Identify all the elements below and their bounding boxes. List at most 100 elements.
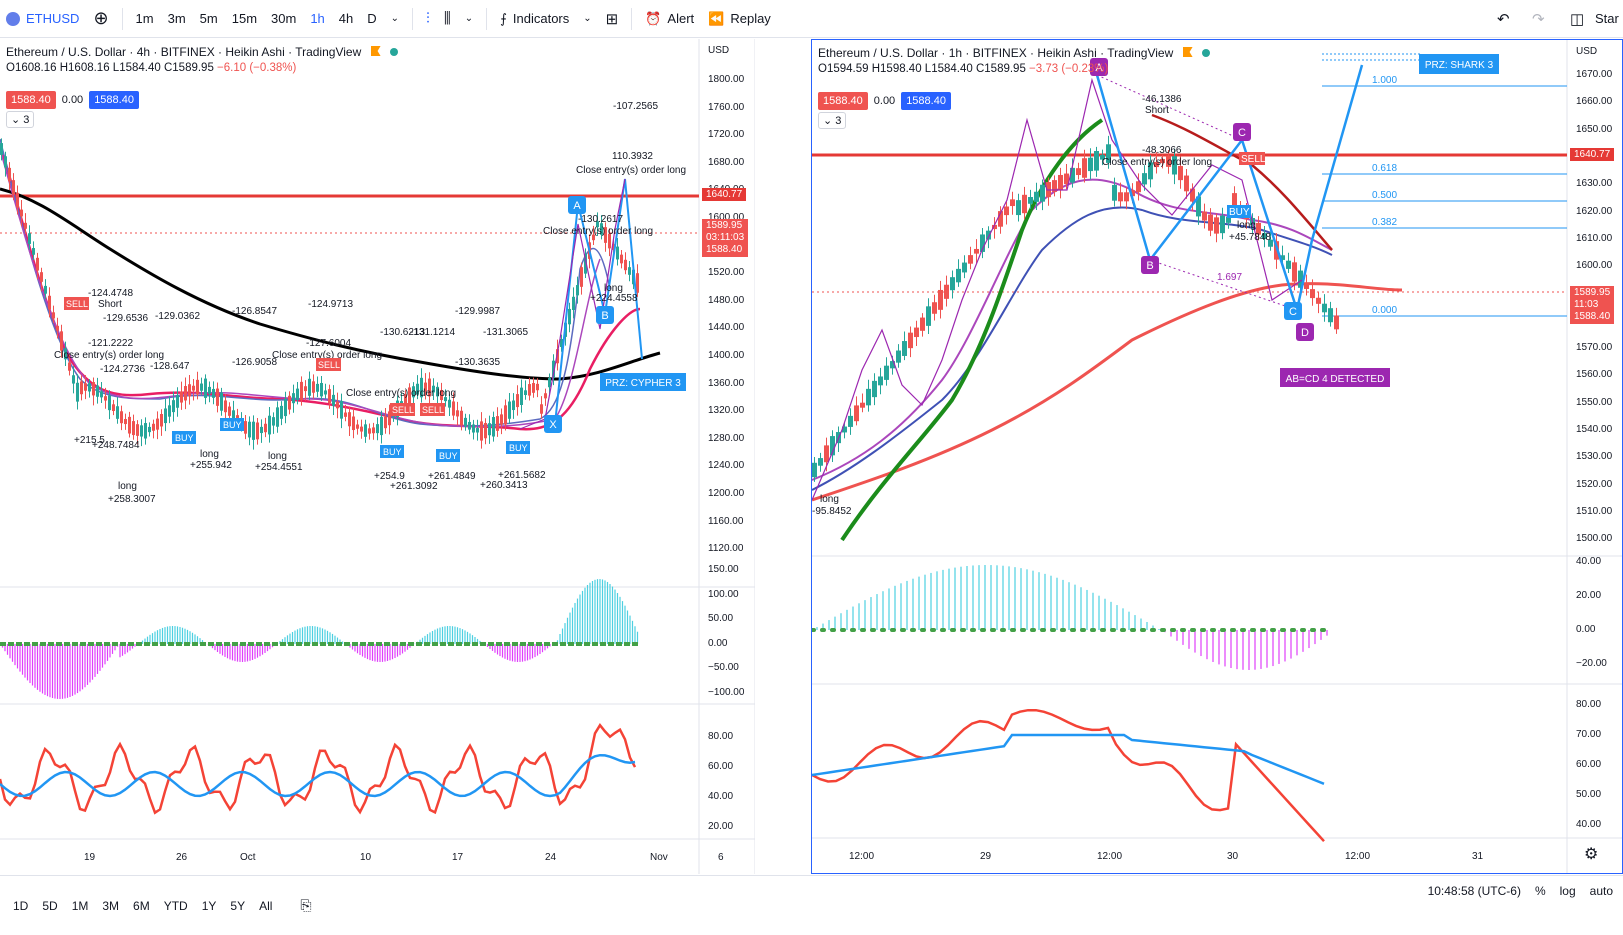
svg-text:+258.3007: +258.3007 bbox=[108, 494, 156, 505]
replay-button[interactable]: ⏪ Replay bbox=[701, 0, 778, 38]
timeframe-4h[interactable]: 4h bbox=[338, 11, 354, 26]
left-chart-pane[interactable]: A B X PRZ: CYPHER 3 -124.4748 Short -129… bbox=[0, 39, 755, 874]
compare-add-button[interactable]: ⊕ bbox=[93, 8, 109, 28]
candle-body bbox=[340, 401, 343, 419]
left-price-axis[interactable]: USD 1800.001760.001720.001680.001640.001… bbox=[700, 39, 755, 839]
buy-price-button[interactable]: 1588.40 bbox=[89, 91, 139, 109]
price-tick-label: 1540.00 bbox=[1576, 423, 1613, 435]
range-1y[interactable]: 1Y bbox=[201, 898, 217, 913]
svg-text:BUY: BUY bbox=[175, 433, 194, 443]
start-button[interactable]: Star bbox=[1595, 11, 1619, 26]
candle-body bbox=[1292, 262, 1297, 282]
candle-body bbox=[950, 277, 955, 291]
sell-price-button[interactable]: 1588.40 bbox=[818, 92, 868, 110]
candle-body bbox=[452, 401, 455, 416]
right-price-axis[interactable]: USD 1670.001660.001650.001640.001630.001… bbox=[1568, 40, 1623, 838]
candle-body bbox=[416, 383, 419, 395]
candle-body bbox=[36, 257, 39, 271]
settings-gear-icon[interactable]: ⚙ bbox=[1584, 846, 1599, 863]
range-1d[interactable]: 1D bbox=[13, 898, 29, 913]
range-all[interactable]: All bbox=[259, 898, 273, 913]
fibonacci-levels: 1.000 0.618 0.500 0.382 0.000 bbox=[1322, 53, 1567, 317]
percent-toggle[interactable]: % bbox=[1534, 884, 1546, 898]
range-5y[interactable]: 5Y bbox=[230, 898, 246, 913]
right-chart-canvas[interactable]: 1.000 0.618 0.500 0.382 0.000 1.697 A B … bbox=[812, 40, 1622, 873]
svg-text:0.500: 0.500 bbox=[1372, 190, 1397, 201]
left-chart-canvas[interactable]: A B X PRZ: CYPHER 3 -124.4748 Short -129… bbox=[0, 39, 755, 874]
date-range-icon[interactable]: ⎘ bbox=[300, 897, 312, 913]
undo-icon[interactable]: ↶ bbox=[1497, 10, 1510, 28]
right-chart-pane[interactable]: 1.000 0.618 0.500 0.382 0.000 1.697 A B … bbox=[811, 39, 1623, 874]
chevron-down-icon[interactable]: ⌄ bbox=[583, 13, 592, 24]
candle-body bbox=[384, 416, 387, 429]
candle-body bbox=[180, 391, 183, 403]
candle-body bbox=[76, 382, 79, 402]
indicator-collapse-button[interactable]: ⌄ 3 bbox=[6, 111, 35, 128]
candle-body bbox=[536, 383, 539, 391]
layout-split-icon[interactable]: ◫ bbox=[1570, 10, 1585, 28]
candle-body bbox=[356, 424, 359, 429]
candle-body bbox=[1118, 192, 1123, 202]
left-time-axis[interactable]: 19 26 Oct 10 17 24 Nov 6 bbox=[0, 844, 724, 874]
timeframe-1h[interactable]: 1h bbox=[310, 11, 325, 26]
timeframe-3m[interactable]: 3m bbox=[167, 11, 186, 26]
indicators-button[interactable]: ⨍ Indicators bbox=[493, 0, 576, 38]
candle-body bbox=[902, 341, 907, 356]
candle-body bbox=[4, 156, 7, 168]
range-6m[interactable]: 6M bbox=[133, 898, 150, 913]
svg-text:+260.3413: +260.3413 bbox=[480, 480, 528, 491]
svg-text:-126.9058: -126.9058 bbox=[232, 357, 277, 368]
timeframe-30m[interactable]: 30m bbox=[271, 11, 297, 26]
auto-toggle[interactable]: auto bbox=[1589, 884, 1613, 898]
svg-text:AB=CD 4 DETECTED: AB=CD 4 DETECTED bbox=[1286, 374, 1385, 385]
candle-body bbox=[156, 418, 159, 430]
candle-body bbox=[368, 428, 371, 434]
timeframe-1m[interactable]: 1m bbox=[135, 11, 154, 26]
currency-label[interactable]: USD bbox=[1576, 46, 1598, 57]
candle-body bbox=[532, 383, 535, 393]
candle-style-icon[interactable]: ⫼ bbox=[443, 10, 451, 27]
svg-text:SELL: SELL bbox=[66, 299, 88, 309]
time-tick-label: 6 bbox=[718, 852, 724, 863]
clock-label[interactable]: 10:48:58 (UTC-6) bbox=[1427, 884, 1521, 898]
log-toggle[interactable]: log bbox=[1559, 884, 1576, 898]
candle-body bbox=[860, 402, 865, 408]
svg-text:-48.3066: -48.3066 bbox=[1142, 145, 1182, 156]
symbol-search[interactable]: ETHUSD bbox=[0, 0, 86, 38]
range-5d[interactable]: 5D bbox=[42, 898, 58, 913]
zigzag-purple-lines bbox=[812, 77, 1303, 501]
sell-price-button[interactable]: 1588.40 bbox=[6, 91, 56, 109]
price-tick-label: 1620.00 bbox=[1576, 205, 1613, 217]
buy-price-button[interactable]: 1588.40 bbox=[901, 92, 951, 110]
indicator-collapse-button[interactable]: ⌄ 3 bbox=[818, 112, 847, 129]
pattern-point-x: X bbox=[544, 415, 562, 433]
chevron-down-icon[interactable]: ⌄ bbox=[464, 13, 474, 24]
redo-icon[interactable]: ↷ bbox=[1532, 10, 1545, 28]
right-time-axis[interactable]: 12:00 29 12:00 30 12:00 31 bbox=[812, 843, 1567, 873]
candle-body bbox=[576, 285, 579, 296]
timeframe-d[interactable]: D bbox=[367, 11, 377, 26]
timeframe-15m[interactable]: 15m bbox=[231, 11, 258, 26]
candle-body bbox=[608, 233, 611, 249]
candle-body bbox=[636, 273, 639, 293]
layout-grid-icon[interactable]: ⊞ bbox=[605, 10, 619, 28]
candle-body bbox=[568, 308, 571, 325]
candle-body bbox=[556, 349, 559, 364]
bar-style-icon[interactable]: ⫶ bbox=[426, 10, 430, 27]
range-3m[interactable]: 3M bbox=[102, 898, 120, 913]
alert-button[interactable]: ⏰ Alert bbox=[638, 0, 701, 38]
candle-body bbox=[1076, 168, 1081, 176]
range-ytd[interactable]: YTD bbox=[163, 898, 188, 913]
candle-body bbox=[1328, 308, 1333, 323]
candle-body bbox=[360, 426, 363, 432]
right-chart-title: Ethereum / U.S. Dollar · 1h · BITFINEX ·… bbox=[818, 46, 1174, 60]
price-tick-label: 1800.00 bbox=[708, 74, 745, 85]
svg-text:D: D bbox=[1301, 327, 1309, 339]
chevron-down-icon[interactable]: ⌄ bbox=[390, 13, 400, 24]
candle-body bbox=[842, 426, 847, 433]
currency-label[interactable]: USD bbox=[708, 45, 730, 56]
candle-body bbox=[372, 427, 375, 434]
range-1m[interactable]: 1M bbox=[71, 898, 89, 913]
timeframe-5m[interactable]: 5m bbox=[199, 11, 218, 26]
oscillator-tick-label: 50.00 bbox=[708, 613, 734, 624]
